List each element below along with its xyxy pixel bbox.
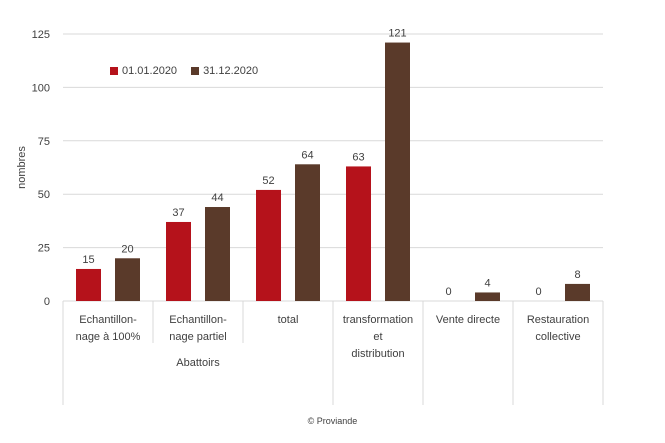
bar-series-2-cat-5: [475, 292, 500, 301]
category-label-4-line-3: distribution: [351, 348, 404, 360]
bar-series-2-cat-3: [295, 164, 320, 301]
data-label-series-1-cat-3: 52: [262, 175, 274, 187]
category-label-1-line-1: Echantillon-: [79, 314, 137, 326]
y-tick-label-100: 100: [32, 82, 50, 94]
category-label-1-line-2: nage à 100%: [76, 331, 141, 343]
data-label-series-1-cat-6: 0: [535, 286, 541, 298]
data-label-series-2-cat-6: 8: [574, 269, 580, 281]
y-axis-label: nombres: [16, 146, 28, 189]
legend: 01.01.2020 31.12.2020: [110, 65, 258, 77]
category-label-5-line-1: Vente directe: [436, 314, 500, 326]
y-tick-label-125: 125: [32, 29, 50, 41]
bar-series-1-cat-3: [256, 189, 281, 301]
legend-swatch-series-1: [110, 67, 118, 75]
credit-text: © Proviande: [307, 416, 358, 426]
data-label-series-2-cat-3: 64: [301, 149, 313, 161]
category-label-4-line-2: et: [373, 331, 382, 343]
category-label-3-line-1: total: [278, 314, 299, 326]
legend-item-series-2: 31.12.2020: [191, 65, 258, 77]
bar-series-2-cat-1: [115, 258, 140, 301]
legend-item-series-1: 01.01.2020: [110, 65, 177, 77]
group-label-1: Abattoirs: [176, 357, 220, 369]
category-label-6-line-2: collective: [535, 331, 580, 343]
y-tick-label-75: 75: [38, 136, 50, 148]
legend-swatch-series-2: [191, 67, 200, 75]
category-label-2-line-1: Echantillon-: [169, 314, 227, 326]
bar-series-2-cat-2: [205, 207, 230, 301]
bar-series-1-cat-2: [166, 221, 191, 301]
data-label-series-1-cat-1: 15: [82, 254, 94, 266]
category-label-4-line-1: transformation: [343, 314, 413, 326]
data-label-series-1-cat-5: 0: [445, 286, 451, 298]
data-label-series-2-cat-4: 121: [388, 28, 406, 40]
y-tick-label-0: 0: [44, 296, 50, 308]
y-tick-label-25: 25: [38, 243, 50, 255]
data-label-series-2-cat-2: 44: [211, 192, 223, 204]
bar-series-2-cat-4: [385, 42, 410, 301]
data-label-series-1-cat-4: 63: [352, 151, 364, 163]
bar-series-1-cat-4: [346, 166, 371, 301]
legend-label-series-2: 31.12.2020: [203, 65, 259, 77]
data-label-series-1-cat-2: 37: [172, 207, 184, 219]
data-label-series-2-cat-5: 4: [484, 277, 490, 289]
y-tick-label-50: 50: [38, 189, 50, 201]
bar-series-2-cat-6: [565, 283, 590, 301]
legend-label-series-1: 01.01.2020: [122, 65, 178, 77]
data-label-series-2-cat-1: 20: [121, 243, 133, 255]
category-label-2-line-2: nage partiel: [169, 331, 227, 343]
bar-series-1-cat-1: [76, 268, 101, 301]
category-label-6-line-1: Restauration: [527, 314, 589, 326]
